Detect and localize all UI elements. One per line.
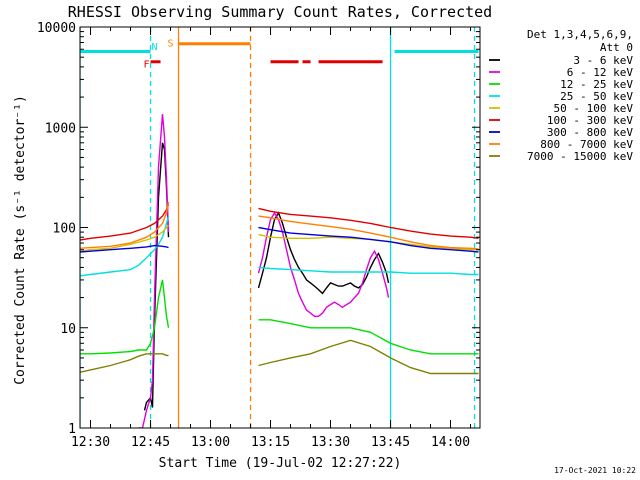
series-line-7-1 <box>258 215 479 250</box>
series-line-6-1 <box>258 226 479 253</box>
chart-title: RHESSI Observing Summary Count Rates, Co… <box>68 3 492 21</box>
series-line-5-1 <box>258 207 479 239</box>
y-axis-label: Corrected Count Rate (s⁻¹ detector⁻¹) <box>13 95 28 385</box>
y-tick-label-3: 1000 <box>45 121 76 136</box>
x-tick-label-0: 12:30 <box>71 435 110 450</box>
axes: 1 10 100 1000 10000 12:30 12:45 13:00 13:15 13:30… <box>37 21 481 450</box>
y-tick-label-0: 1 <box>68 422 76 437</box>
legend-header-line-2: Att 0 <box>600 41 633 54</box>
series-line-3-0 <box>80 215 170 277</box>
x-tick-label-6: 14:00 <box>431 435 470 450</box>
series-line-2-1 <box>258 319 479 355</box>
legend-label-0: 3 - 6 keV <box>573 54 633 67</box>
y-tick-label-2: 100 <box>53 222 76 237</box>
x-axis-label: Start Time (19-Jul-02 12:27:22) <box>159 456 402 471</box>
legend-label-2: 12 - 25 keV <box>560 78 633 91</box>
x-tick-label-1: 12:45 <box>131 435 170 450</box>
series-line-7-0 <box>80 201 170 249</box>
legend-label-5: 100 - 300 keV <box>547 114 633 127</box>
legend-label-8: 7000 - 15000 keV <box>527 150 633 163</box>
legend-label-3: 25 - 50 keV <box>560 90 633 103</box>
y-tick-label-1: 10 <box>60 322 76 337</box>
series-line-5-0 <box>80 204 170 241</box>
series-line-3-1 <box>258 266 479 276</box>
legend-header-line-1: Det 1,3,4,5,6,9, <box>527 28 633 41</box>
x-tick-label-3: 13:15 <box>251 435 290 450</box>
plot-clipped-group <box>80 27 479 428</box>
legend-label-7: 800 - 7000 keV <box>540 138 633 151</box>
plot-area: FN S <box>80 27 479 428</box>
footer-date: 17-Oct-2021 10:22 <box>554 466 636 475</box>
legend-label-6: 300 - 800 keV <box>547 126 633 139</box>
y-tick-label-4: 10000 <box>37 21 76 36</box>
flag-label-1: F <box>144 60 150 71</box>
series-line-8-0 <box>80 353 169 373</box>
x-tick-label-5: 13:45 <box>371 435 410 450</box>
x-tick-label-4: 13:30 <box>311 435 350 450</box>
legend-label-1: 6 - 12 keV <box>567 66 634 79</box>
series-line-8-1 <box>258 339 479 375</box>
flag-label-2: N <box>152 42 158 53</box>
flag-label-3: S <box>168 39 174 50</box>
x-tick-label-2: 13:00 <box>191 435 230 450</box>
series-line-2-0 <box>80 279 170 355</box>
series-line-1-0 <box>138 114 170 428</box>
series-line-6-0 <box>80 244 169 253</box>
legend-label-4: 50 - 100 keV <box>554 102 634 115</box>
series-line-1-1 <box>257 211 390 317</box>
series-line-4-0 <box>80 224 170 252</box>
